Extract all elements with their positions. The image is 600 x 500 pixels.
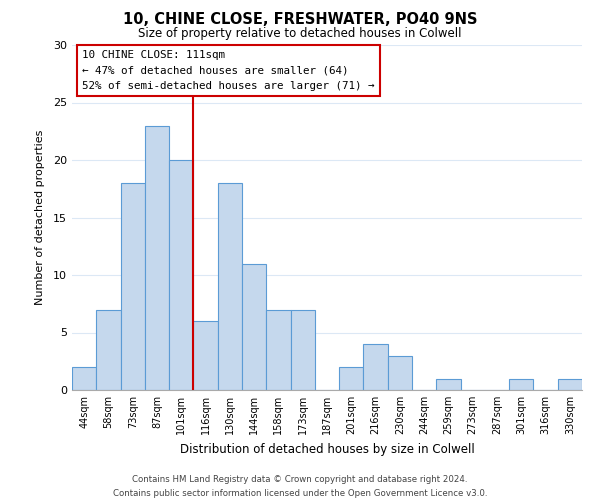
Bar	[96, 310, 121, 390]
Text: 10 CHINE CLOSE: 111sqm
← 47% of detached houses are smaller (64)
52% of semi-det: 10 CHINE CLOSE: 111sqm ← 47% of detached…	[82, 50, 374, 92]
Bar	[72, 367, 96, 390]
Bar	[145, 126, 169, 390]
Bar	[339, 367, 364, 390]
Bar	[509, 378, 533, 390]
Bar	[436, 378, 461, 390]
Bar	[121, 183, 145, 390]
Text: Contains HM Land Registry data © Crown copyright and database right 2024.
Contai: Contains HM Land Registry data © Crown c…	[113, 476, 487, 498]
X-axis label: Distribution of detached houses by size in Colwell: Distribution of detached houses by size …	[179, 442, 475, 456]
Bar	[290, 310, 315, 390]
Bar	[169, 160, 193, 390]
Bar	[388, 356, 412, 390]
Bar	[364, 344, 388, 390]
Bar	[242, 264, 266, 390]
Bar	[266, 310, 290, 390]
Bar	[193, 321, 218, 390]
Text: Size of property relative to detached houses in Colwell: Size of property relative to detached ho…	[138, 28, 462, 40]
Bar	[218, 183, 242, 390]
Y-axis label: Number of detached properties: Number of detached properties	[35, 130, 44, 305]
Bar	[558, 378, 582, 390]
Text: 10, CHINE CLOSE, FRESHWATER, PO40 9NS: 10, CHINE CLOSE, FRESHWATER, PO40 9NS	[123, 12, 477, 28]
